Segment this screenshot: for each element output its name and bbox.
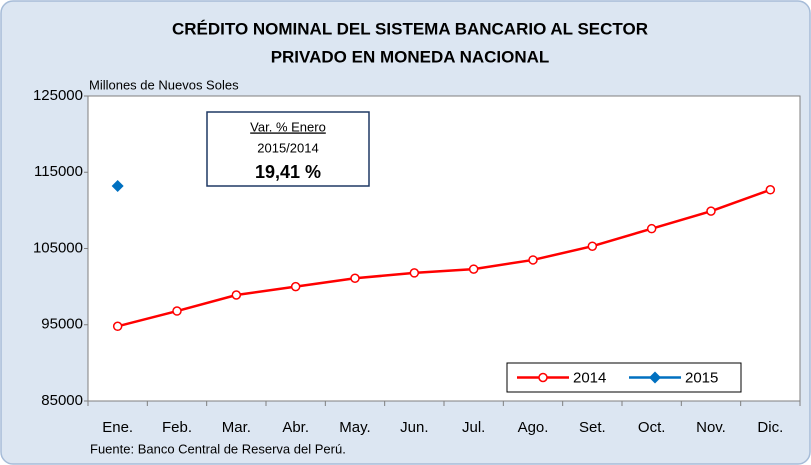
y-tick-label: 105000 — [33, 239, 83, 256]
legend-marker — [538, 372, 548, 383]
x-tick-label: Jul. — [462, 419, 485, 436]
data-point — [290, 281, 301, 292]
data-point — [231, 290, 242, 300]
x-tick-label: Mar. — [222, 419, 251, 436]
x-tick-label: Ago. — [518, 419, 549, 436]
chart-title: PRIVADO EN MONEDA NACIONAL — [271, 47, 550, 66]
x-tick-label: Ene. — [102, 419, 133, 436]
x-tick-label: Feb. — [162, 419, 192, 436]
x-tick-label: Set. — [579, 419, 606, 436]
plot-area — [87, 95, 801, 402]
data-point — [706, 206, 716, 216]
chart-title: CRÉDITO NOMINAL DEL SISTEMA BANCARIO AL … — [172, 19, 648, 38]
x-tick-label: Nov. — [696, 419, 726, 436]
data-point — [587, 241, 598, 251]
data-point — [112, 321, 123, 332]
data-point — [765, 185, 776, 195]
x-tick-label: Dic. — [757, 419, 783, 436]
data-point — [172, 306, 182, 316]
annotation-text: Var. % Enero — [250, 119, 326, 134]
legend-marker — [649, 371, 661, 384]
x-tick-label: Jun. — [400, 419, 428, 436]
data-point — [409, 268, 420, 278]
y-tick-label: 85000 — [41, 392, 83, 409]
annotation-box — [206, 111, 370, 187]
annotation-value: 19,41 % — [255, 162, 321, 182]
series-line — [117, 188, 771, 328]
annotation-text: 2015/2014 — [257, 140, 318, 155]
y-tick-label: 95000 — [41, 316, 83, 333]
source-note: Fuente: Banco Central de Reserva del Per… — [90, 441, 346, 456]
data-point — [468, 264, 479, 274]
x-tick-label: May. — [339, 419, 370, 436]
x-tick-label: Oct. — [638, 419, 666, 436]
data-point — [350, 273, 360, 283]
data-point — [528, 255, 538, 265]
y-tick-label: 115000 — [34, 163, 83, 180]
data-point — [646, 223, 657, 234]
y-axis-label: Millones de Nuevos Soles — [89, 77, 239, 92]
data-point — [111, 179, 124, 192]
x-tick-label: Abr. — [282, 419, 309, 436]
legend-label: 2014 — [573, 369, 606, 386]
y-tick-label: 125000 — [33, 87, 83, 104]
legend-label: 2015 — [685, 369, 718, 386]
